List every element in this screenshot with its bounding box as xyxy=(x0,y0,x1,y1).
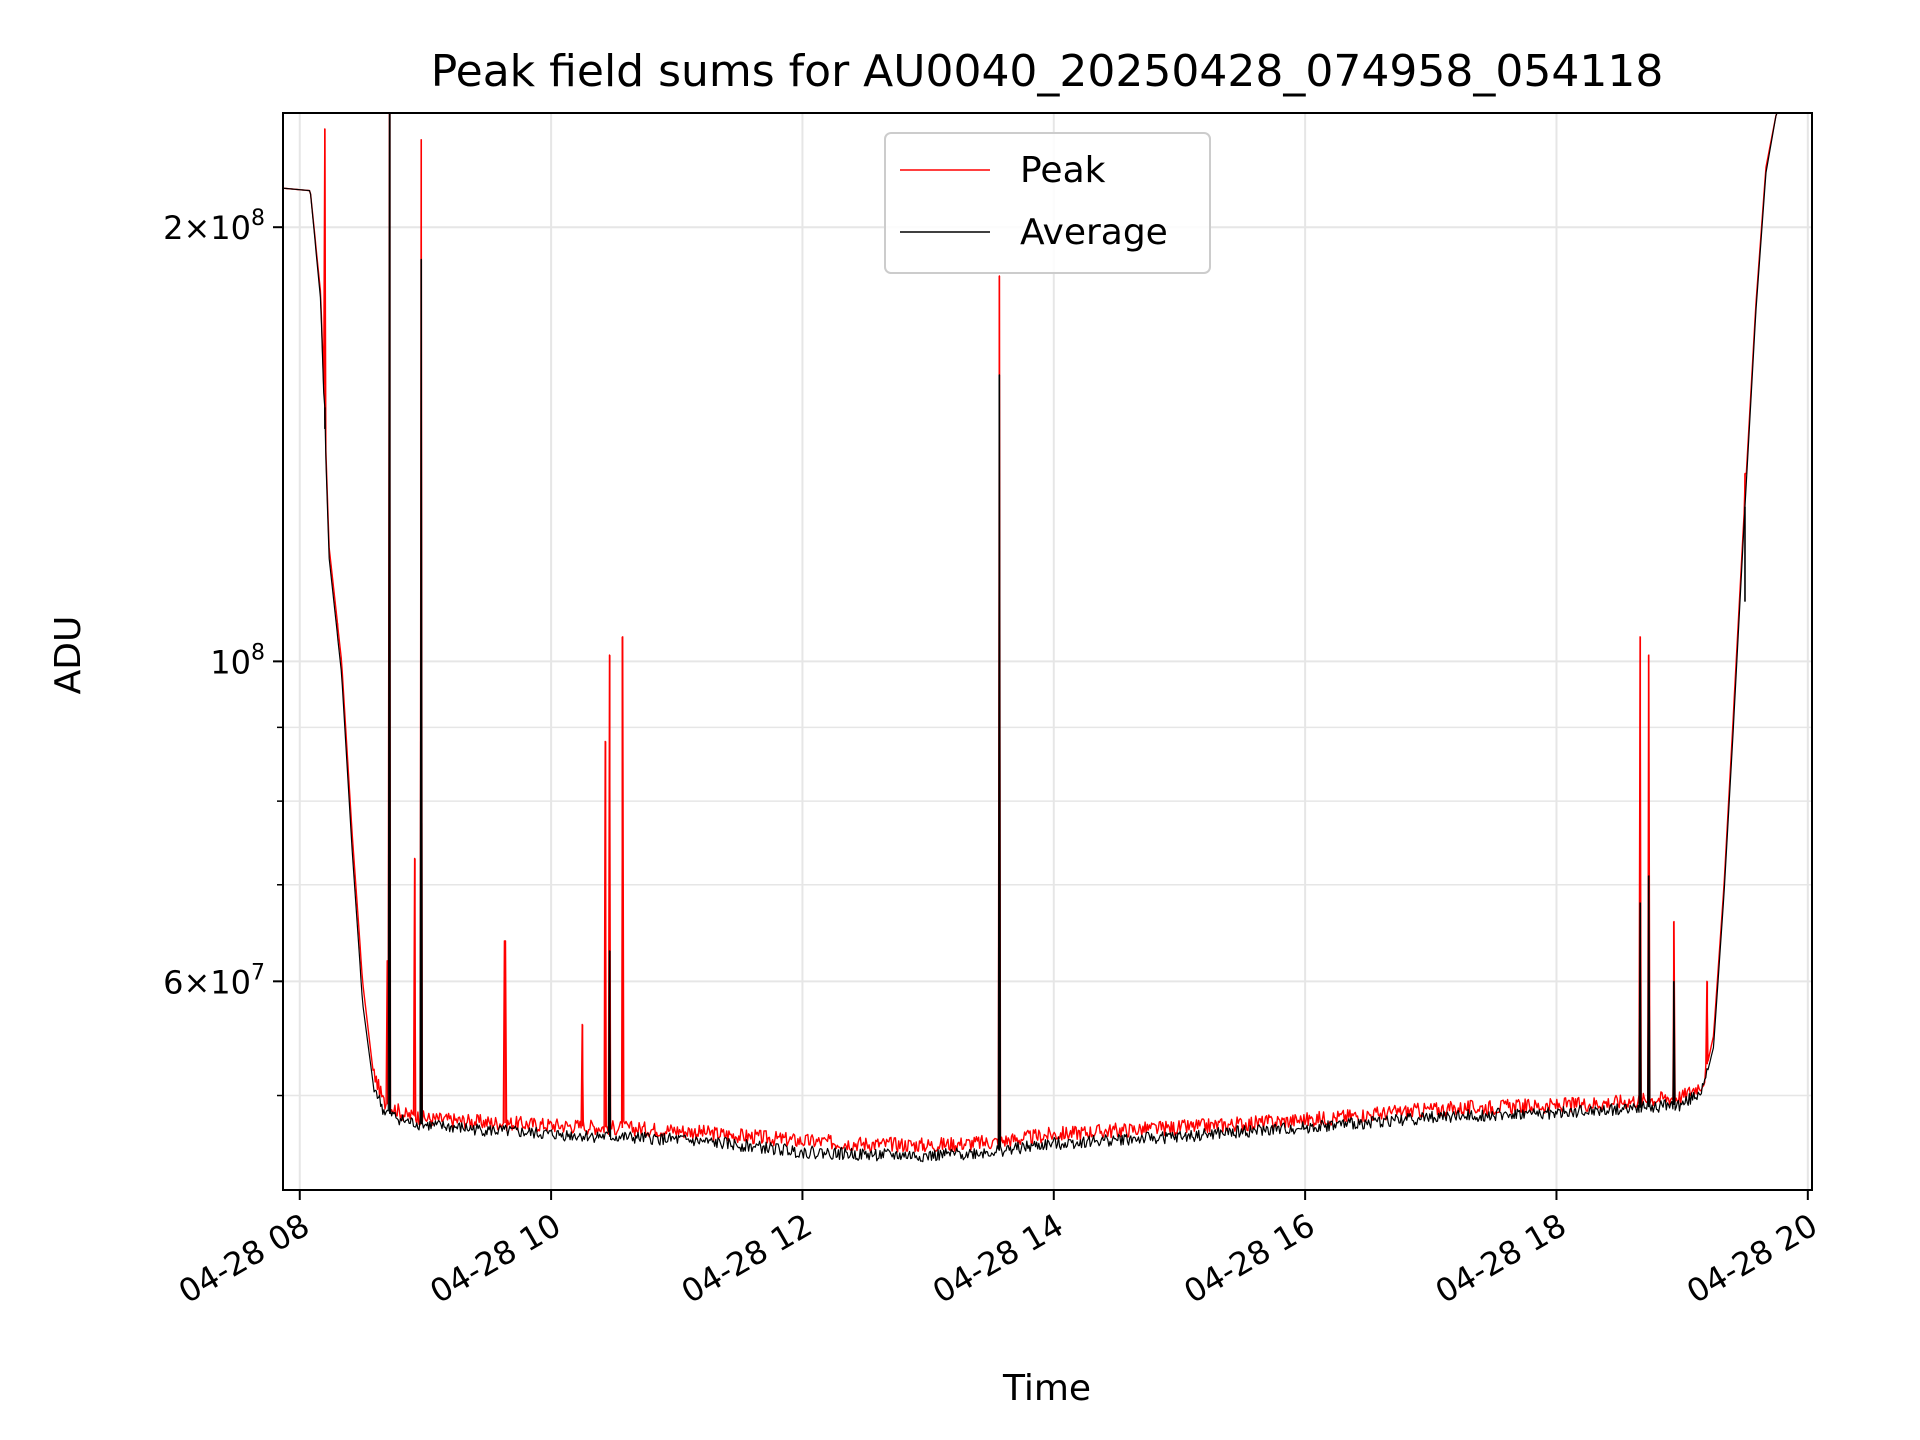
legend-peak-label: Peak xyxy=(1020,150,1106,191)
y-tick-label: 2×108 xyxy=(163,206,265,247)
y-axis-label: ADU xyxy=(48,616,89,695)
y-tick-label: 108 xyxy=(210,640,265,681)
legend-average-label: Average xyxy=(1020,212,1168,253)
legend-box xyxy=(884,132,1211,274)
chart-title: Peak field sums for AU0040_20250428_0749… xyxy=(431,46,1664,97)
x-axis-label: Time xyxy=(1002,1368,1091,1409)
y-axis-ticks: 6×107 108 2×108 xyxy=(163,206,283,1097)
legend: Peak Average xyxy=(884,132,1211,274)
axes-frame xyxy=(282,112,1813,1191)
plot-area xyxy=(283,113,1812,1163)
series-average-line xyxy=(283,113,1812,1163)
y-tick-label: 6×107 xyxy=(163,960,265,1001)
series-peak-line xyxy=(283,113,1812,1153)
